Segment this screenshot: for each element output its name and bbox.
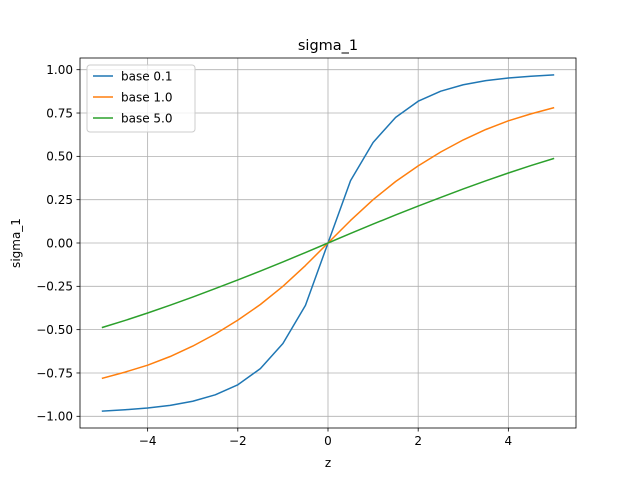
y-tick-label: −0.50	[36, 323, 73, 337]
x-tick-label: −4	[139, 434, 157, 448]
y-axis-label: sigma_1	[9, 218, 23, 268]
y-tick-label: 0.75	[46, 106, 73, 120]
x-tick-label: 2	[414, 434, 422, 448]
legend: base 0.1 base 1.0 base 5.0	[86, 64, 196, 133]
legend-label: base 5.0	[121, 111, 173, 125]
legend-label: base 1.0	[121, 90, 173, 104]
series-group	[101, 74, 555, 412]
y-tick-label: −1.00	[36, 410, 73, 424]
grid	[80, 58, 576, 428]
legend-frame	[86, 64, 196, 133]
y-axis-ticks: −1.00 −0.75 −0.50 −0.25 0.00 0.25 0.50 0.75 1.00	[36, 63, 80, 424]
x-axis-label: z	[325, 456, 331, 470]
x-tick-label: −2	[229, 434, 247, 448]
y-tick-label: 0.00	[46, 236, 73, 250]
legend-label: base 0.1	[121, 69, 173, 83]
y-tick-label: 1.00	[46, 63, 73, 77]
chart-title: sigma_1	[298, 38, 358, 54]
x-tick-label: 4	[505, 434, 513, 448]
y-tick-label: −0.75	[36, 366, 73, 380]
y-tick-label: 0.25	[46, 193, 73, 207]
y-tick-label: 0.50	[46, 150, 73, 164]
y-tick-label: −0.25	[36, 280, 73, 294]
series-line-base-5-0	[101, 157, 555, 329]
x-tick-label: 0	[324, 434, 332, 448]
x-axis-ticks: −4 −2 0 2 4	[139, 428, 512, 448]
